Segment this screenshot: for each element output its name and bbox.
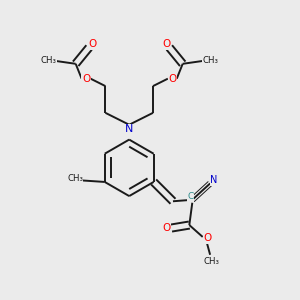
Text: CH₃: CH₃ (202, 56, 218, 65)
Text: N: N (210, 176, 218, 185)
Text: CH₃: CH₃ (67, 175, 83, 184)
Text: N: N (125, 124, 134, 134)
Text: O: O (168, 74, 176, 84)
Text: O: O (88, 40, 96, 50)
Text: O: O (162, 223, 170, 233)
Text: CH₃: CH₃ (204, 257, 220, 266)
Text: O: O (82, 74, 90, 84)
Text: CH₃: CH₃ (40, 56, 56, 65)
Text: O: O (162, 40, 170, 50)
Text: C: C (188, 192, 194, 201)
Text: O: O (203, 233, 211, 243)
